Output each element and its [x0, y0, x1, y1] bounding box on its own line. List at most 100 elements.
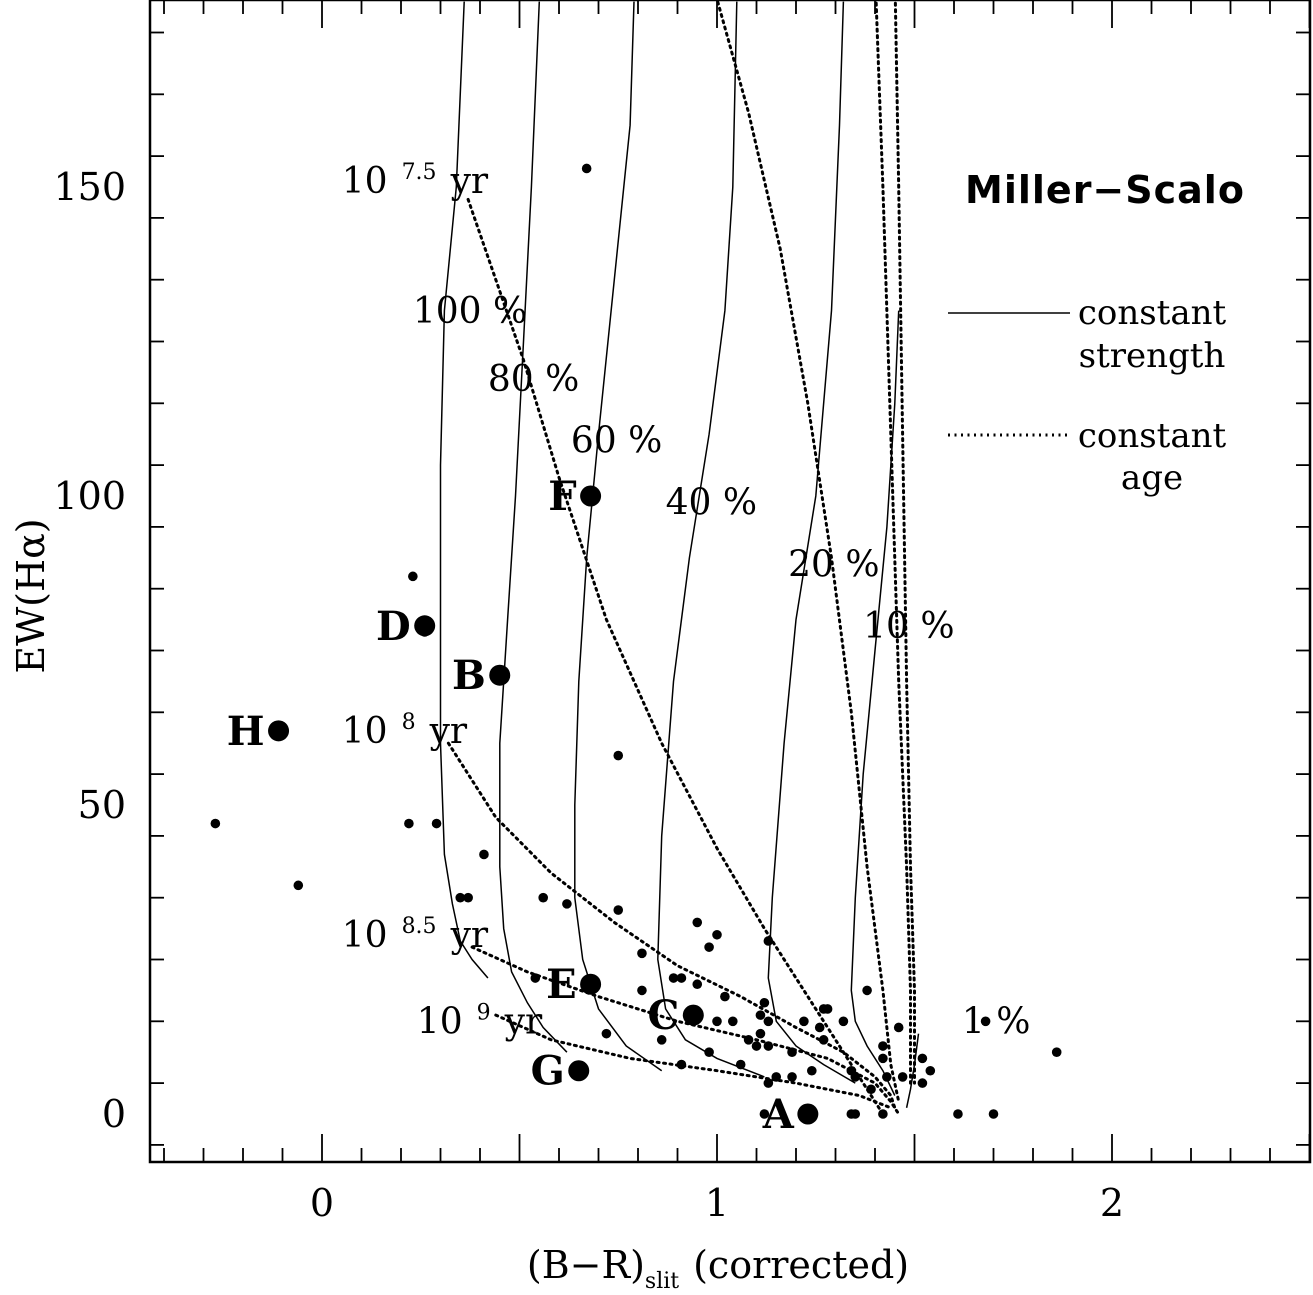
galaxy-label: B: [452, 652, 486, 699]
data-point: [988, 1109, 999, 1119]
data-point: [787, 1047, 797, 1057]
data-point: [613, 750, 624, 761]
data-point: [656, 1035, 667, 1045]
galaxy-label: G: [531, 1048, 565, 1095]
data-point: [763, 936, 774, 946]
constant-age-track: [446, 741, 897, 1110]
x-axis-title-sub: slit: [645, 1269, 679, 1294]
data-point: [637, 985, 647, 996]
x-tick-label: 1: [705, 1181, 729, 1225]
data-point: [751, 1041, 762, 1051]
data-point: [712, 929, 722, 940]
constant-strength-track: [499, 1, 568, 1053]
data-point: [878, 1109, 888, 1119]
data-point: [759, 997, 770, 1008]
y-tick-label: 150: [53, 165, 126, 209]
data-point: [562, 899, 572, 909]
data-point: [408, 571, 418, 582]
constant-strength-track: [850, 310, 900, 1096]
x-axis-title-suffix: (corrected): [693, 1243, 909, 1287]
galaxy-marker: [580, 485, 602, 507]
labeled-galaxies: A B C D E F G H: [227, 473, 819, 1138]
constant-age-track: [470, 945, 901, 1116]
legend-dotted-label-1: constant: [1078, 416, 1227, 456]
data-point: [210, 818, 221, 829]
data-points: [210, 163, 1062, 1119]
data-point: [882, 1072, 892, 1082]
data-point: [692, 979, 703, 990]
data-point: [613, 905, 624, 915]
x-tick-label: 0: [310, 1181, 334, 1225]
strength-track-label: 40 %: [666, 483, 757, 524]
age-unit: yr: [450, 915, 489, 956]
data-point: [878, 1041, 888, 1051]
galaxy-marker: [797, 1103, 819, 1125]
galaxy-marker: [682, 1004, 704, 1026]
constant-age-track: [874, 0, 912, 1085]
data-point: [893, 1022, 904, 1033]
constant-age-track: [466, 197, 885, 1116]
data-point: [878, 1053, 888, 1064]
data-point: [692, 917, 703, 928]
age-base: 10: [342, 915, 388, 956]
y-tick-label: 50: [78, 783, 126, 827]
galaxy-marker: [268, 720, 290, 742]
model-tracks: [439, 0, 920, 1116]
x-axis-title: (B−R)slit (corrected): [527, 1243, 909, 1294]
data-point: [637, 948, 647, 959]
legend-dotted-label-2: age: [1121, 458, 1183, 498]
data-point: [925, 1065, 936, 1076]
data-point: [763, 1041, 774, 1051]
panel-title: Miller−Scalo: [965, 168, 1245, 212]
constant-strength-track: [767, 1, 856, 1084]
constant-strength-track: [439, 1, 489, 979]
data-point: [538, 892, 548, 903]
constant-age-track: [494, 1013, 893, 1110]
age-track-label: 10 9 yr: [417, 1001, 543, 1043]
data-point: [763, 1078, 774, 1088]
galaxy-marker: [414, 615, 436, 637]
data-point: [759, 1109, 770, 1119]
data-point: [743, 1035, 754, 1045]
legend-solid-label-2: strength: [1079, 336, 1226, 376]
data-point: [755, 1010, 766, 1020]
constant-age-track: [715, 0, 901, 1104]
track-annotations: 100 % 80 % 60 %40 % 20 % 10 % 1 % 10 7.5 yr 10 8 yr…: [342, 160, 1031, 1042]
x-axis-title-main: (B−R): [527, 1243, 645, 1287]
age-exponent: 8: [402, 710, 416, 735]
data-point: [850, 1072, 861, 1082]
data-point: [897, 1072, 908, 1082]
galaxy-label: D: [376, 603, 411, 650]
constant-age-track: [893, 0, 916, 1085]
strength-track-label: 80 %: [488, 359, 579, 400]
data-point: [431, 818, 442, 829]
galaxy-label: E: [546, 961, 577, 1008]
age-base: 10: [342, 161, 388, 202]
data-point: [755, 1028, 766, 1039]
data-point: [866, 1084, 876, 1095]
strength-track-label: 20 %: [788, 544, 879, 585]
strength-track-label: 10 %: [863, 606, 954, 647]
age-exponent: 9: [477, 1001, 491, 1026]
data-point: [455, 892, 466, 903]
data-point: [1051, 1047, 1062, 1057]
data-point: [818, 1035, 829, 1045]
galaxy-marker: [568, 1060, 590, 1082]
data-point: [917, 1053, 928, 1064]
data-point: [735, 1059, 746, 1070]
data-point: [293, 880, 304, 891]
age-track-label: 10 8 yr: [342, 710, 468, 752]
strength-track-label: 60 %: [571, 421, 662, 462]
data-point: [953, 1109, 963, 1119]
data-point: [814, 1022, 825, 1033]
data-point: [980, 1016, 991, 1027]
data-point: [807, 1065, 817, 1076]
data-point: [676, 973, 687, 983]
data-point: [404, 818, 414, 829]
age-base: 10: [417, 1002, 463, 1043]
data-point: [799, 1016, 809, 1027]
age-track-label: 10 8.5 yr: [342, 914, 489, 956]
data-point: [771, 1072, 782, 1082]
galaxy-label: C: [647, 992, 679, 1039]
